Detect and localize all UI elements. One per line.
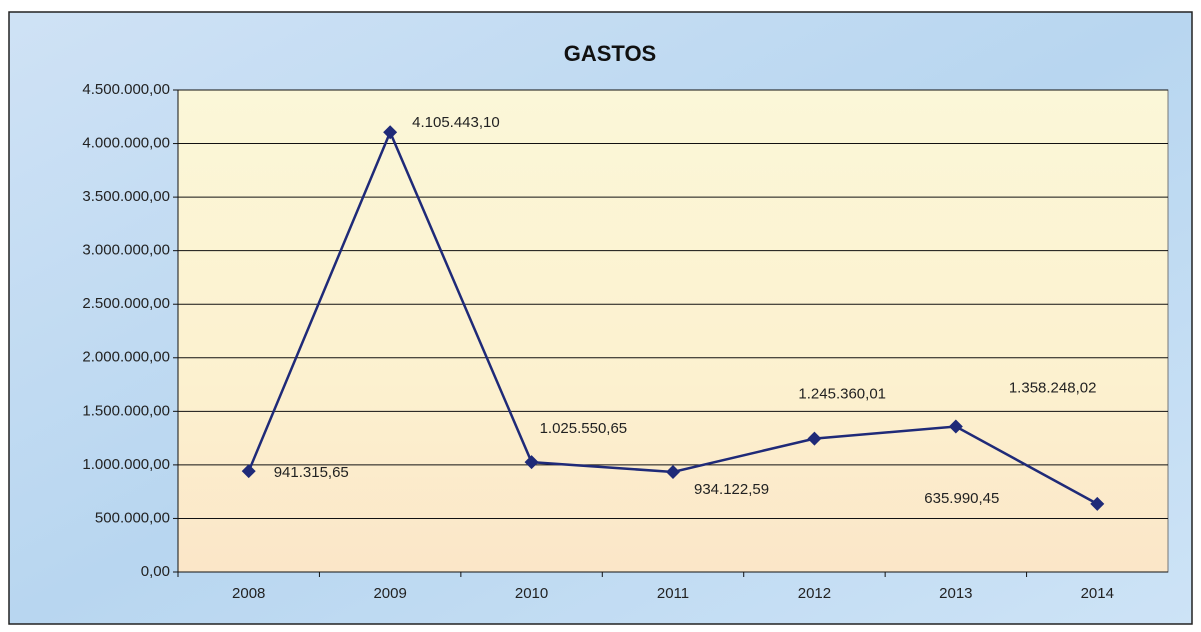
x-tick-label: 2010 (515, 585, 548, 602)
data-point (524, 455, 539, 470)
x-tick-label: 2012 (798, 585, 831, 602)
data-point (383, 125, 398, 140)
data-label: 635.990,45 (924, 490, 999, 507)
x-tick-label: 2008 (232, 585, 265, 602)
data-point (948, 419, 963, 434)
data-label: 934.122,59 (694, 481, 769, 498)
y-tick-label: 0,00 (141, 563, 170, 580)
data-label: 4.105.443,10 (412, 114, 500, 131)
data-label: 941.315,65 (274, 464, 349, 481)
y-tick-label: 500.000,00 (95, 509, 170, 526)
y-tick-label: 2.500.000,00 (82, 295, 170, 312)
chart-title: GASTOS (564, 41, 657, 66)
data-point (666, 464, 680, 479)
x-tick-label: 2011 (657, 585, 689, 602)
y-tick-label: 2.000.000,00 (82, 349, 170, 366)
plot-area (177, 89, 1169, 573)
data-label: 1.358.248,02 (1009, 379, 1097, 396)
y-tick-label: 1.500.000,00 (82, 402, 170, 419)
data-point (241, 464, 256, 479)
data-label: 1.025.550,65 (540, 420, 628, 437)
data-label: 1.245.360,01 (798, 386, 886, 403)
y-tick-label: 1.000.000,00 (82, 456, 170, 473)
y-tick-label: 3.000.000,00 (82, 242, 170, 259)
y-tick-label: 4.000.000,00 (82, 135, 170, 152)
y-tick-label: 3.500.000,00 (82, 188, 170, 205)
x-tick-label: 2013 (939, 585, 972, 602)
data-point (1090, 496, 1105, 511)
x-tick-label: 2014 (1081, 585, 1114, 602)
data-point (807, 431, 822, 446)
x-tick-label: 2009 (373, 585, 406, 602)
y-tick-label: 4.500.000,00 (82, 81, 170, 98)
